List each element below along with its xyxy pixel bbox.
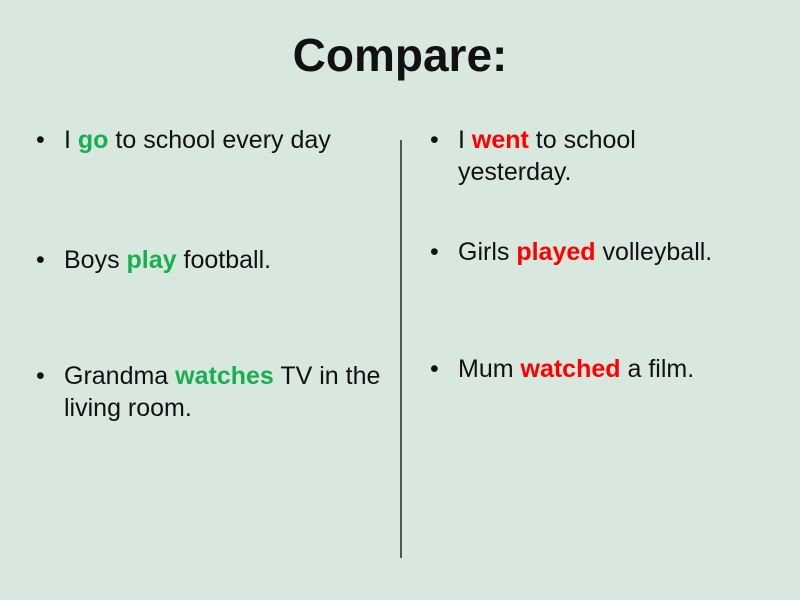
text: TV in the living room. (64, 362, 381, 422)
list-item: I go to school every day (36, 124, 331, 156)
text: Grandma (64, 362, 176, 390)
text: to school yesterday. (458, 126, 636, 186)
text: football. (176, 246, 272, 274)
list-item: Girls played volleyball. (430, 236, 778, 268)
text: Girls (458, 238, 517, 266)
verb: watched (520, 355, 621, 383)
text: a film. (620, 355, 695, 383)
text: volleyball. (595, 238, 713, 266)
list-item: Mum watched a film. (430, 353, 778, 385)
verb: go (77, 126, 109, 154)
list-item: Grandma watches TV in the living room. (36, 360, 384, 424)
verb: watches (175, 362, 274, 390)
column-divider (400, 140, 402, 558)
text: I (458, 126, 472, 154)
verb: play (126, 246, 177, 274)
text: I (64, 126, 78, 154)
text: to school every day (108, 126, 331, 154)
verb: played (516, 238, 596, 266)
text: Mum (458, 355, 521, 383)
list-item: I went to school yesterday. (430, 124, 688, 188)
list-item: Boys play football. (36, 244, 271, 276)
slide-title: Compare: (292, 29, 508, 81)
verb: went (471, 126, 529, 154)
text: Boys (64, 246, 127, 274)
